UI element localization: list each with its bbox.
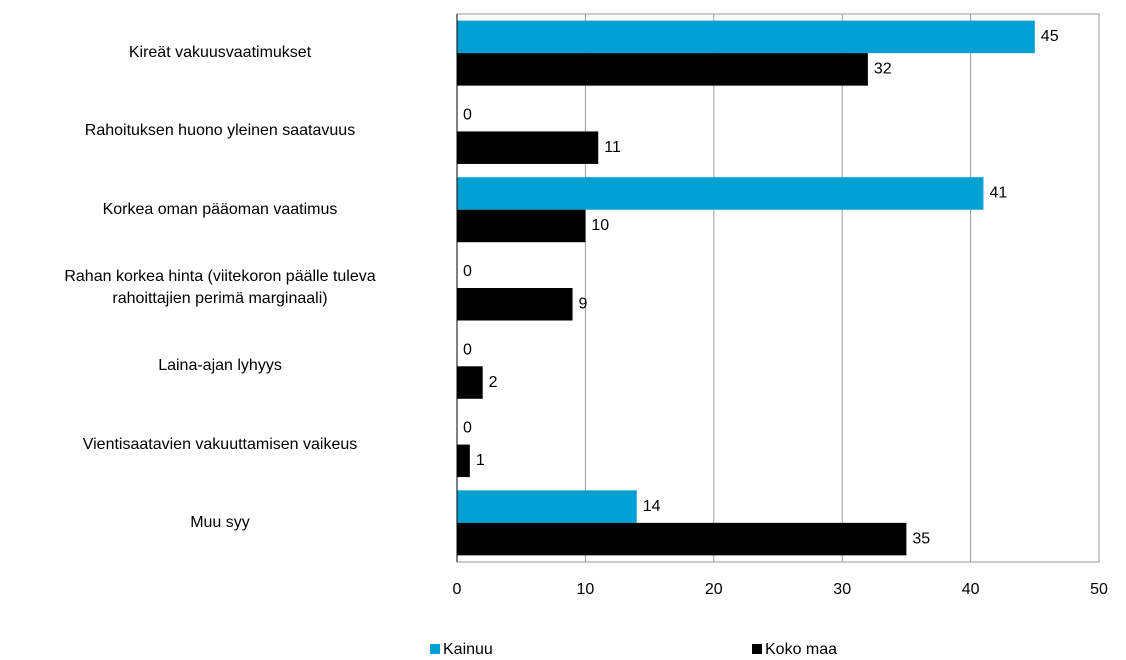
bar [457, 209, 586, 243]
bar [457, 177, 984, 210]
data-label: 9 [579, 295, 588, 312]
y-tick-label: Laina-ajan lyhyys [158, 357, 282, 375]
y-tick-label: Rahan korkea hinta (viitekoron päälle tu… [64, 268, 376, 307]
data-label: 32 [874, 61, 892, 78]
y-tick-label: Rahoituksen huono yleinen saatavuus [84, 122, 356, 140]
bar [457, 522, 907, 556]
bar [457, 490, 637, 523]
x-tick-label: 30 [833, 581, 851, 598]
legend-label: Koko maa [765, 641, 837, 658]
data-label: 41 [989, 185, 1007, 202]
legend-swatch [430, 644, 440, 654]
legend-swatch [752, 644, 762, 654]
x-tick-label: 50 [1090, 581, 1108, 598]
data-label: 1 [476, 452, 485, 469]
x-tick-label: 20 [705, 581, 723, 598]
bar [457, 366, 483, 399]
data-label: 0 [463, 341, 472, 358]
y-tick-label: Korkea oman pääoman vaatimus [102, 200, 338, 218]
y-tick-label: Muu syy [190, 513, 250, 531]
y-tick-label: Kireät vakuusvaatimukset [128, 44, 312, 62]
legend-label: Kainuu [443, 641, 493, 658]
data-label: 14 [643, 498, 661, 515]
data-label: 45 [1041, 28, 1059, 45]
data-label: 11 [604, 139, 621, 156]
bar [457, 53, 868, 86]
data-label: 0 [463, 263, 472, 280]
data-label: 0 [463, 420, 472, 437]
data-label: 35 [912, 530, 930, 547]
bar [457, 444, 470, 478]
x-tick-label: 0 [453, 581, 462, 598]
x-tick-label: 10 [577, 581, 595, 598]
bar [457, 20, 1035, 54]
bar [457, 288, 573, 321]
y-tick-label: Vientisaatavien vakuuttamisen vaikeus [82, 435, 358, 453]
x-tick-label: 40 [962, 581, 980, 598]
data-label: 10 [591, 217, 609, 234]
bar [457, 131, 599, 164]
data-label: 2 [489, 374, 498, 391]
data-label: 0 [463, 106, 472, 123]
